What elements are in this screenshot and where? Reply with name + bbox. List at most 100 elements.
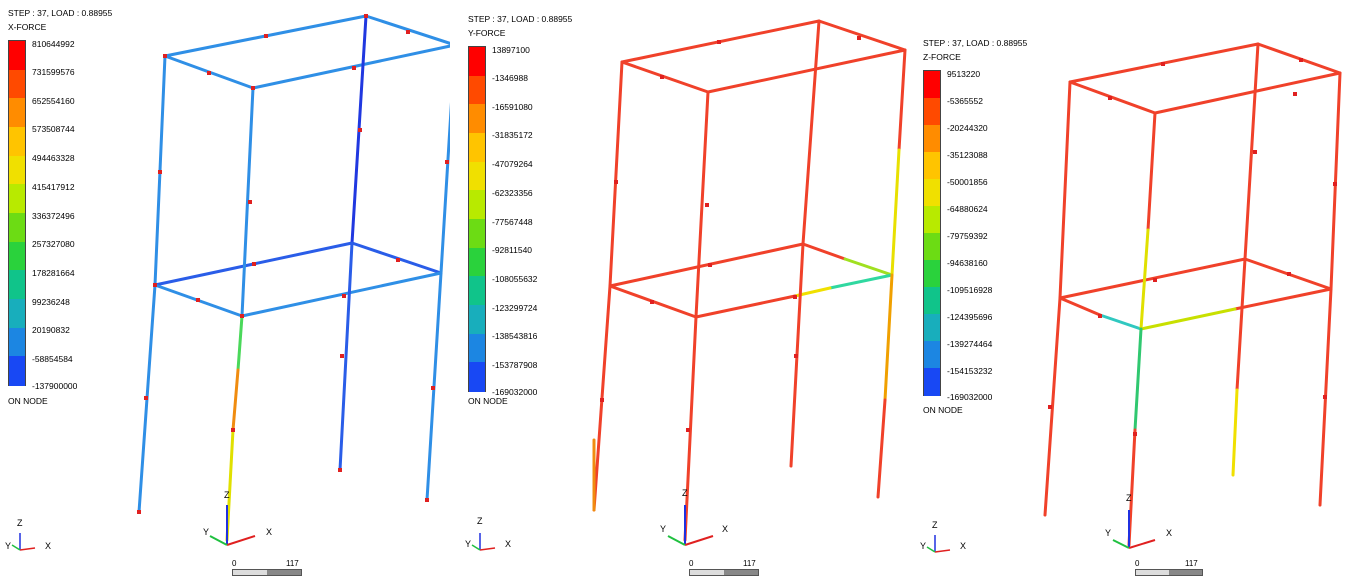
support-y-label: Y: [1105, 528, 1112, 538]
support-axis-triad: [667, 505, 714, 546]
frame-member: [883, 273, 894, 402]
legend-color-band: [469, 47, 485, 77]
legend-color-band: [9, 270, 25, 300]
frame-members: [592, 19, 907, 542]
node-marker: [431, 386, 435, 390]
node-marker: [705, 203, 709, 207]
legend-color-band: [469, 247, 485, 277]
legend-value: -62323356: [492, 188, 533, 198]
frame-member: [338, 241, 354, 472]
legend-value: 99236248: [32, 297, 70, 307]
component-label: X-FORCE: [8, 22, 47, 32]
legend-color-band: [469, 333, 485, 363]
legend-color-band: [9, 127, 25, 157]
frame-member: [706, 48, 907, 94]
support-z-label: Z: [224, 490, 230, 500]
legend-value: -169032000: [947, 392, 993, 402]
frame-member: [240, 86, 255, 318]
frame-model-view: [11, 14, 450, 551]
corner-y-label: Y: [920, 541, 927, 551]
frame-members: [1043, 42, 1342, 547]
frame-member: [817, 19, 907, 52]
scale-bar: [689, 569, 759, 576]
legend-value: -108055632: [492, 274, 538, 284]
legend-color-band: [924, 368, 940, 396]
legend-value: -77567448: [492, 217, 533, 227]
legend-color-band: [924, 341, 940, 369]
frame-member: [439, 101, 450, 275]
legend-color-band: [9, 69, 25, 99]
corner-z-label: Z: [477, 516, 483, 526]
frame-member: [1231, 388, 1239, 477]
legend-color-band: [469, 75, 485, 105]
scale-start-label: 0: [232, 559, 237, 568]
frame-member: [843, 257, 894, 277]
node-marker: [1133, 432, 1137, 436]
node-marker: [406, 30, 410, 34]
node-marker: [857, 36, 861, 40]
node-markers: [137, 14, 449, 514]
frame-member: [236, 314, 244, 372]
node-marker: [251, 86, 255, 90]
legend-color-band: [924, 71, 940, 99]
frame-member: [683, 315, 698, 542]
support-z-label: Z: [682, 488, 688, 498]
support-x-label: X: [266, 527, 273, 537]
node-markers: [600, 36, 861, 432]
legend-value: -50001856: [947, 177, 988, 187]
frame-member: [1233, 287, 1333, 311]
legend-value: -58854584: [32, 354, 73, 364]
node-marker: [717, 40, 721, 44]
frame-member: [251, 44, 450, 90]
frame-member: [890, 148, 901, 277]
node-marker: [352, 66, 356, 70]
component-label: Y-FORCE: [468, 28, 506, 38]
legend-value: -79759392: [947, 231, 988, 241]
legend-color-band: [9, 356, 25, 386]
frame-member: [1058, 296, 1102, 317]
legend-value: -92811540: [492, 245, 533, 255]
corner-axis-triad: [471, 533, 496, 551]
legend-value: -64880624: [947, 204, 988, 214]
node-marker: [1108, 96, 1112, 100]
corner-axis-triad: [926, 535, 951, 553]
legend-value: -139274464: [947, 339, 993, 349]
legend-value: -5365552: [947, 96, 983, 106]
corner-x-label: X: [960, 541, 967, 551]
legend-color-bar: [923, 70, 941, 396]
legend-color-band: [469, 305, 485, 335]
legend-color-bar: [468, 46, 486, 392]
legend-color-band: [9, 327, 25, 357]
node-marker: [1161, 62, 1165, 66]
frame-member: [694, 90, 710, 319]
frame-member: [1146, 111, 1157, 232]
legend-color-band: [9, 213, 25, 243]
frame-member: [1329, 71, 1342, 291]
frame-member: [608, 242, 805, 288]
legend-value: -153787908: [492, 360, 538, 370]
node-marker: [600, 398, 604, 402]
panel-z-force: STEP : 37, LOAD : 0.88955 Z-FORCE 951322…: [915, 0, 1351, 578]
node-marker: [342, 294, 346, 298]
node-marker: [1153, 278, 1157, 282]
node-marker: [196, 298, 200, 302]
scale-start-label: 0: [1135, 559, 1140, 568]
legend-color-band: [469, 161, 485, 191]
frame-member: [828, 273, 894, 290]
legend-value: 257327080: [32, 239, 75, 249]
panel-y-force: STEP : 37, LOAD : 0.88955 Y-FORCE 138971…: [460, 0, 910, 578]
legend-value: 810644992: [32, 39, 75, 49]
node-marker: [364, 14, 368, 18]
legend-value: 9513220: [947, 69, 981, 79]
frame-model-view: [471, 19, 907, 551]
node-marker: [144, 396, 148, 400]
panel-x-force: STEP : 37, LOAD : 0.88955 X-FORCE 810644…: [0, 0, 450, 578]
support-y-label: Y: [660, 524, 667, 534]
frame-member: [240, 271, 443, 318]
legend-value: 573508744: [32, 124, 75, 134]
node-marker: [340, 354, 344, 358]
scale-bar: [1135, 569, 1203, 576]
legend-color-band: [469, 133, 485, 163]
legend-value: 652554160: [32, 96, 75, 106]
legend-value: 731599576: [32, 67, 75, 77]
